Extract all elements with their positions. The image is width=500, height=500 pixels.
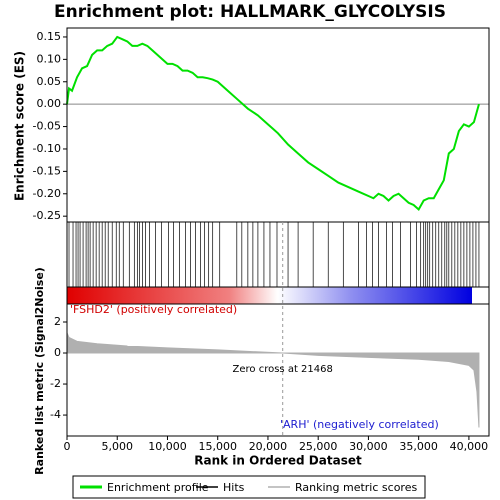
- y-tick-label: 0.00: [37, 97, 62, 110]
- panel-frame: [66, 27, 490, 223]
- x-tick-label: 40,000: [450, 440, 489, 453]
- x-tick-label: 30,000: [349, 440, 388, 453]
- y-tick-label: -0.25: [33, 209, 61, 222]
- metric-area: [66, 332, 480, 428]
- y-axis-label: Ranked list metric (Signal2Noise): [33, 267, 46, 475]
- y-tick-label: -0.05: [33, 120, 61, 133]
- x-tick-label: 5,000: [101, 440, 133, 453]
- x-tick-label: 15,000: [198, 440, 237, 453]
- annotation: Zero cross at 21468: [233, 364, 333, 375]
- y-tick-label: -0.15: [33, 164, 61, 177]
- legend-label: Hits: [223, 481, 245, 494]
- legend-box: [72, 475, 426, 499]
- x-tick-label: 25,000: [299, 440, 338, 453]
- panel-frame: [66, 286, 490, 305]
- x-tick-label: 35,000: [399, 440, 438, 453]
- color-bar: [67, 287, 472, 304]
- y-axis-label: Enrichment score (ES): [13, 51, 27, 201]
- x-tick-label: 0: [64, 440, 71, 453]
- annotation: 'FSHD2' (positively correlated): [70, 303, 237, 316]
- annotation: 'ARH' (negatively correlated): [280, 418, 439, 431]
- legend-label: Ranking metric scores: [295, 481, 417, 494]
- y-tick-label: -0.20: [33, 187, 61, 200]
- y-tick-label: 0.05: [37, 75, 62, 88]
- y-tick-label: 2: [54, 315, 61, 328]
- y-tick-label: -2: [50, 377, 61, 390]
- y-tick-label: -4: [50, 408, 61, 421]
- y-tick-label: -0.10: [33, 142, 61, 155]
- y-tick-label: 0.15: [37, 30, 62, 43]
- chart-title: Enrichment plot: HALLMARK_GLYCOLYSIS: [54, 2, 446, 22]
- legend-label: Enrichment profile: [107, 481, 209, 494]
- y-tick-label: 0.10: [37, 52, 62, 65]
- enrichment-line: [66, 35, 480, 212]
- x-axis-label: Rank in Ordered Dataset: [194, 454, 362, 468]
- x-tick-label: 20,000: [249, 440, 288, 453]
- y-tick-label: 0: [54, 346, 61, 359]
- x-tick-label: 10,000: [148, 440, 187, 453]
- legend: [72, 475, 426, 499]
